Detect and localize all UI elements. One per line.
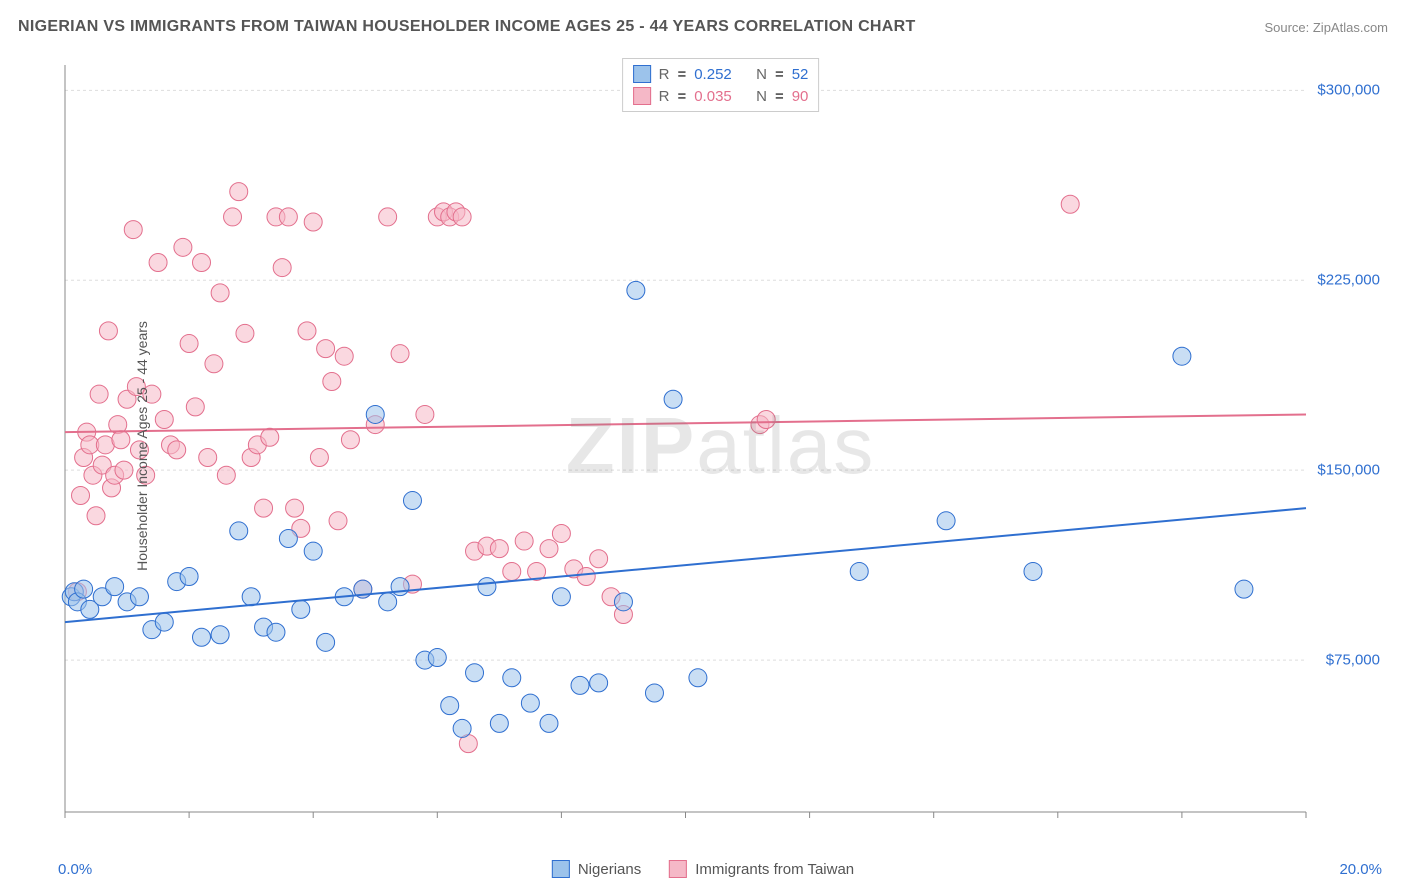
swatch-icon [669,860,687,878]
y-axis-label: Householder Income Ages 25 - 44 years [134,321,150,571]
legend-item: Nigerians [552,860,641,878]
stat-row: R=0.252 N=52 [633,63,809,85]
swatch-icon [633,65,651,83]
stats-legend-box: R=0.252 N=52R=0.035 N=90 [622,58,820,112]
swatch-icon [552,860,570,878]
swatch-icon [633,87,651,105]
y-tick-label: $300,000 [1317,82,1380,99]
legend-item: Immigrants from Taiwan [669,860,854,878]
y-tick-label: $225,000 [1317,272,1380,289]
bottom-legend: Nigerians Immigrants from Taiwan [552,860,854,878]
chart-title: NIGERIAN VS IMMIGRANTS FROM TAIWAN HOUSE… [18,18,916,36]
x-axis-max: 20.0% [1339,861,1382,878]
stat-row: R=0.035 N=90 [633,85,809,107]
y-tick-label: $150,000 [1317,462,1380,479]
y-tick-label: $75,000 [1326,652,1380,669]
chart-area: Householder Income Ages 25 - 44 years ZI… [55,55,1386,837]
source-label: Source: ZipAtlas.com [1264,20,1388,35]
x-axis-min: 0.0% [58,861,92,878]
scatter-chart [55,55,1386,837]
